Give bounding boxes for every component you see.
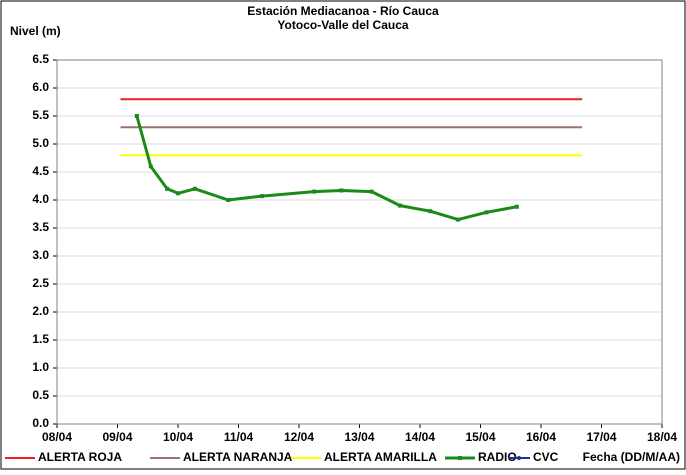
x-tick-label: 09/04	[102, 430, 132, 444]
legend-label: ALERTA NARANJA	[183, 450, 293, 464]
point-marker	[398, 203, 403, 208]
y-tick-label: 2.0	[32, 304, 49, 318]
point-marker	[134, 114, 139, 118]
point-marker	[226, 198, 231, 202]
legend-marker	[517, 456, 521, 460]
point-marker	[456, 217, 461, 222]
x-tick-label: 10/04	[163, 430, 193, 444]
legend-marker	[458, 456, 462, 460]
y-tick-label: 4.5	[32, 164, 49, 178]
y-tick-label: 0.5	[32, 388, 49, 402]
point-marker	[339, 188, 344, 193]
point-marker	[484, 210, 489, 215]
chart-title: Estación Mediacanoa - Río Cauca	[247, 4, 439, 18]
point-marker	[514, 204, 519, 209]
y-tick-label: 6.5	[32, 52, 49, 66]
y-tick-label: 3.0	[32, 248, 49, 262]
point-marker	[165, 186, 170, 191]
x-tick-label: 12/04	[284, 430, 314, 444]
x-tick-label: 18/04	[647, 430, 677, 444]
point-marker	[192, 186, 197, 191]
y-tick-label: 3.5	[32, 220, 49, 234]
plot-area	[56, 59, 663, 425]
point-marker	[260, 194, 265, 199]
legend-label: ALERTA ROJA	[38, 450, 122, 464]
x-tick-label: 08/04	[42, 430, 72, 444]
legend-label: CVC	[533, 450, 559, 464]
point-marker	[312, 189, 317, 194]
y-axis-label: Nivel (m)	[10, 24, 61, 38]
x-axis-label: Fecha (DD/M/AA)	[583, 450, 680, 464]
y-tick-label: 6.0	[32, 80, 49, 94]
point-marker	[148, 164, 153, 169]
x-tick-label: 15/04	[465, 430, 495, 444]
point-marker	[369, 189, 374, 194]
x-tick-label: 11/04	[224, 430, 254, 444]
y-tick-label: 5.5	[32, 108, 49, 122]
y-tick-label: 4.0	[32, 192, 49, 206]
legend-label: ALERTA AMARILLA	[324, 450, 437, 464]
x-tick-label: 13/04	[344, 430, 374, 444]
y-tick-label: 1.0	[32, 360, 49, 374]
legend-label: RADIO	[478, 450, 517, 464]
x-tick-label: 16/04	[526, 430, 556, 444]
chart-subtitle: Yotoco-Valle del Cauca	[277, 18, 408, 32]
point-marker	[428, 209, 433, 214]
x-tick-label: 17/04	[586, 430, 616, 444]
y-tick-label: 1.5	[32, 332, 49, 346]
y-tick-label: 2.5	[32, 276, 49, 290]
y-tick-label: 0.0	[32, 416, 49, 430]
y-tick-label: 5.0	[32, 136, 49, 150]
x-tick-label: 14/04	[405, 430, 435, 444]
point-marker	[176, 191, 180, 196]
